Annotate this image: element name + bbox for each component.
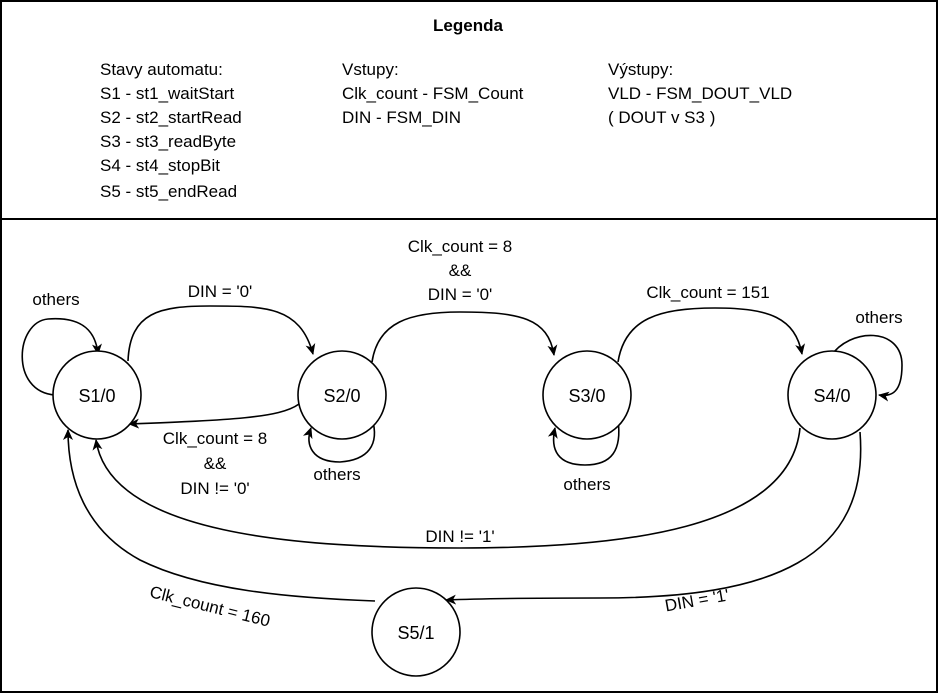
legend-state-item: S5 - st5_endRead	[100, 182, 237, 201]
legend: Legenda Stavy automatu: S1 - st1_waitSta…	[100, 16, 792, 201]
states: S1/0 S2/0 S3/0 S4/0 S5/1	[52, 350, 877, 677]
label-s2-to-s3-line3: DIN = '0'	[428, 285, 493, 304]
legend-input-item: Clk_count - FSM_Count	[342, 84, 524, 103]
transitions	[21, 305, 903, 605]
legend-output-item: VLD - FSM_DOUT_VLD	[608, 84, 792, 103]
label-s3-self: others	[563, 475, 610, 494]
label-s2-to-s1-line3: DIN != '0'	[180, 479, 249, 498]
legend-state-item: S2 - st2_startRead	[100, 108, 242, 127]
state-s4-label: S4/0	[813, 386, 850, 406]
label-s1-self: others	[32, 290, 79, 309]
state-s3-label: S3/0	[568, 386, 605, 406]
legend-output-item: ( DOUT v S3 )	[608, 108, 715, 127]
edge-s4-self	[829, 334, 903, 402]
diagram-frame	[0, 218, 938, 693]
edge-s2-self	[302, 417, 376, 463]
state-s5-label: S5/1	[397, 623, 434, 643]
label-s2-to-s3-line1: Clk_count = 8	[408, 237, 512, 256]
label-s3-to-s4: Clk_count = 151	[646, 283, 769, 302]
label-s2-self: others	[313, 465, 360, 484]
legend-state-item: S1 - st1_waitStart	[100, 84, 234, 103]
label-s2-to-s3-line2: &&	[449, 261, 472, 280]
edge-s2-to-s3	[371, 311, 558, 363]
edge-s4-to-s5	[445, 431, 862, 605]
edge-s5-to-s1	[63, 429, 376, 602]
state-s2	[297, 350, 387, 440]
label-s4-self: others	[855, 308, 902, 327]
legend-title: Legenda	[433, 16, 503, 35]
label-s5-to-s1: Clk_count = 160	[148, 582, 272, 630]
label-s2-to-s1-line1: Clk_count = 8	[163, 429, 267, 448]
edge-s1-to-s2	[127, 305, 316, 362]
legend-input-item: DIN - FSM_DIN	[342, 108, 461, 127]
state-s3	[542, 350, 632, 440]
edge-s3-self	[547, 419, 620, 466]
legend-state-item: S3 - st3_readByte	[100, 132, 236, 151]
state-s5	[371, 587, 461, 677]
label-s1-to-s2: DIN = '0'	[188, 282, 253, 301]
state-s4	[787, 350, 877, 440]
legend-states-heading: Stavy automatu:	[100, 60, 223, 79]
state-s2-label: S2/0	[323, 386, 360, 406]
legend-outputs-heading: Výstupy:	[608, 60, 673, 79]
edge-s1-self	[21, 317, 102, 396]
label-s2-to-s1-line2: &&	[204, 454, 227, 473]
state-s1	[52, 350, 142, 440]
edge-s2-to-s1	[128, 403, 300, 429]
label-s4-to-s5: DIN = '1'	[663, 586, 730, 616]
label-s4-to-s1: DIN != '1'	[425, 527, 494, 546]
transition-labels: others DIN = '0' Clk_count = 8 && DIN !=…	[32, 237, 902, 631]
edge-s3-to-s4	[617, 307, 805, 363]
edge-s4-to-s1	[92, 427, 801, 549]
legend-inputs-heading: Vstupy:	[342, 60, 399, 79]
legend-state-item: S4 - st4_stopBit	[100, 156, 220, 175]
state-s1-label: S1/0	[78, 386, 115, 406]
